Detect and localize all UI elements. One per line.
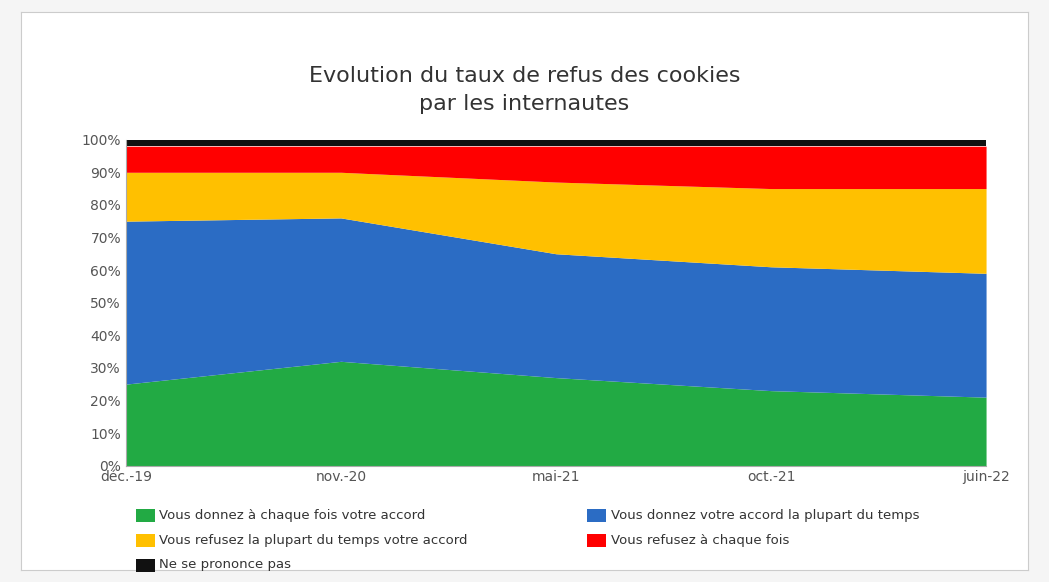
Text: Ne se prononce pas: Ne se prononce pas bbox=[159, 558, 292, 571]
Text: Vous donnez votre accord la plupart du temps: Vous donnez votre accord la plupart du t… bbox=[611, 509, 919, 521]
Text: Evolution du taux de refus des cookies
par les internautes: Evolution du taux de refus des cookies p… bbox=[308, 66, 741, 114]
Text: Vous donnez à chaque fois votre accord: Vous donnez à chaque fois votre accord bbox=[159, 509, 426, 521]
Text: Vous refusez la plupart du temps votre accord: Vous refusez la plupart du temps votre a… bbox=[159, 534, 468, 546]
Text: Vous refusez à chaque fois: Vous refusez à chaque fois bbox=[611, 534, 789, 546]
